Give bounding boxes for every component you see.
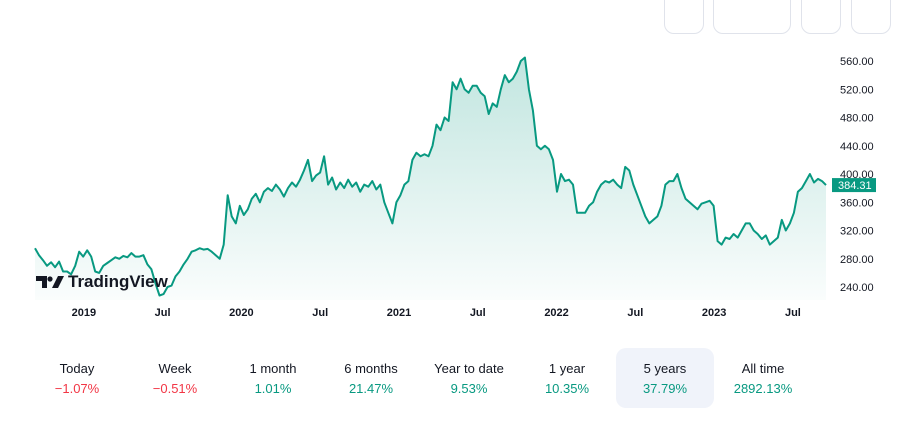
stat-value: 10.35% bbox=[544, 381, 590, 396]
stat-all-time[interactable]: All time 2892.13% bbox=[714, 348, 812, 408]
y-tick-label: 520.00 bbox=[840, 84, 874, 96]
stat-today[interactable]: Today −1.07% bbox=[28, 348, 126, 408]
stat-value: 1.01% bbox=[254, 381, 292, 396]
stat-week[interactable]: Week −0.51% bbox=[126, 348, 224, 408]
y-tick-label: 480.00 bbox=[840, 113, 874, 125]
stat-label: 6 months bbox=[344, 361, 398, 376]
stat-value: 9.53% bbox=[450, 381, 488, 396]
x-tick-label: 2023 bbox=[702, 307, 726, 319]
x-tick-label: Jul bbox=[312, 307, 328, 319]
stat-label: Today bbox=[59, 361, 95, 376]
tradingview-logo-icon bbox=[36, 276, 64, 288]
stat-1-year[interactable]: 1 year 10.35% bbox=[518, 348, 616, 408]
price-line bbox=[34, 56, 827, 297]
x-tick-label: 2021 bbox=[387, 307, 411, 319]
toolbar-button-1[interactable] bbox=[664, 0, 704, 34]
x-tick-label: Jul bbox=[470, 307, 486, 319]
performance-stats: Today −1.07% Week −0.51% 1 month 1.01% 6 month… bbox=[28, 348, 812, 408]
stat-1-month[interactable]: 1 month 1.01% bbox=[224, 348, 322, 408]
y-tick-label: 320.00 bbox=[840, 226, 874, 238]
last-price-label: 384.31 bbox=[838, 180, 872, 192]
stat-label: 5 years bbox=[643, 361, 687, 376]
stat-label: 1 month bbox=[249, 361, 297, 376]
stat-value: −0.51% bbox=[152, 381, 198, 396]
stat-value: 2892.13% bbox=[733, 381, 793, 396]
x-tick-label: Jul bbox=[785, 307, 801, 319]
x-tick-label: 2019 bbox=[72, 307, 96, 319]
y-tick-label: 400.00 bbox=[840, 169, 874, 181]
y-tick-label: 360.00 bbox=[840, 197, 874, 209]
price-area bbox=[35, 57, 826, 300]
toolbar-button-2[interactable] bbox=[713, 0, 791, 34]
y-tick-label: 280.00 bbox=[840, 254, 874, 266]
y-tick-label: 240.00 bbox=[840, 282, 874, 294]
stat-label: Year to date bbox=[434, 361, 504, 376]
stat-value: 21.47% bbox=[348, 381, 394, 396]
x-tick-label: Jul bbox=[627, 307, 643, 319]
stat-6-months[interactable]: 6 months 21.47% bbox=[322, 348, 420, 408]
stat-label: All time bbox=[741, 361, 785, 376]
toolbar-button-4[interactable] bbox=[851, 0, 891, 34]
last-price-badge: 384.31 bbox=[832, 178, 876, 193]
stat-5-years[interactable]: 5 years 37.79% bbox=[616, 348, 714, 408]
stat-label: Week bbox=[158, 361, 192, 376]
tradingview-logo[interactable]: TradingView bbox=[36, 272, 168, 292]
stat-value: −1.07% bbox=[54, 381, 100, 396]
stat-value: 37.79% bbox=[642, 381, 688, 396]
logo-text: TradingView bbox=[68, 272, 168, 291]
x-tick-label: 2020 bbox=[229, 307, 253, 319]
stat-year-to-date[interactable]: Year to date 9.53% bbox=[420, 348, 518, 408]
y-tick-label: 440.00 bbox=[840, 141, 874, 153]
price-chart[interactable]: 560.00 520.00 480.00 440.00 400.00 360.00 320.… bbox=[0, 0, 908, 330]
stat-label: 1 year bbox=[548, 361, 586, 376]
x-tick-label: 2022 bbox=[544, 307, 568, 319]
toolbar-button-3[interactable] bbox=[801, 0, 841, 34]
x-tick-label: Jul bbox=[155, 307, 171, 319]
y-tick-label: 560.00 bbox=[840, 56, 874, 68]
